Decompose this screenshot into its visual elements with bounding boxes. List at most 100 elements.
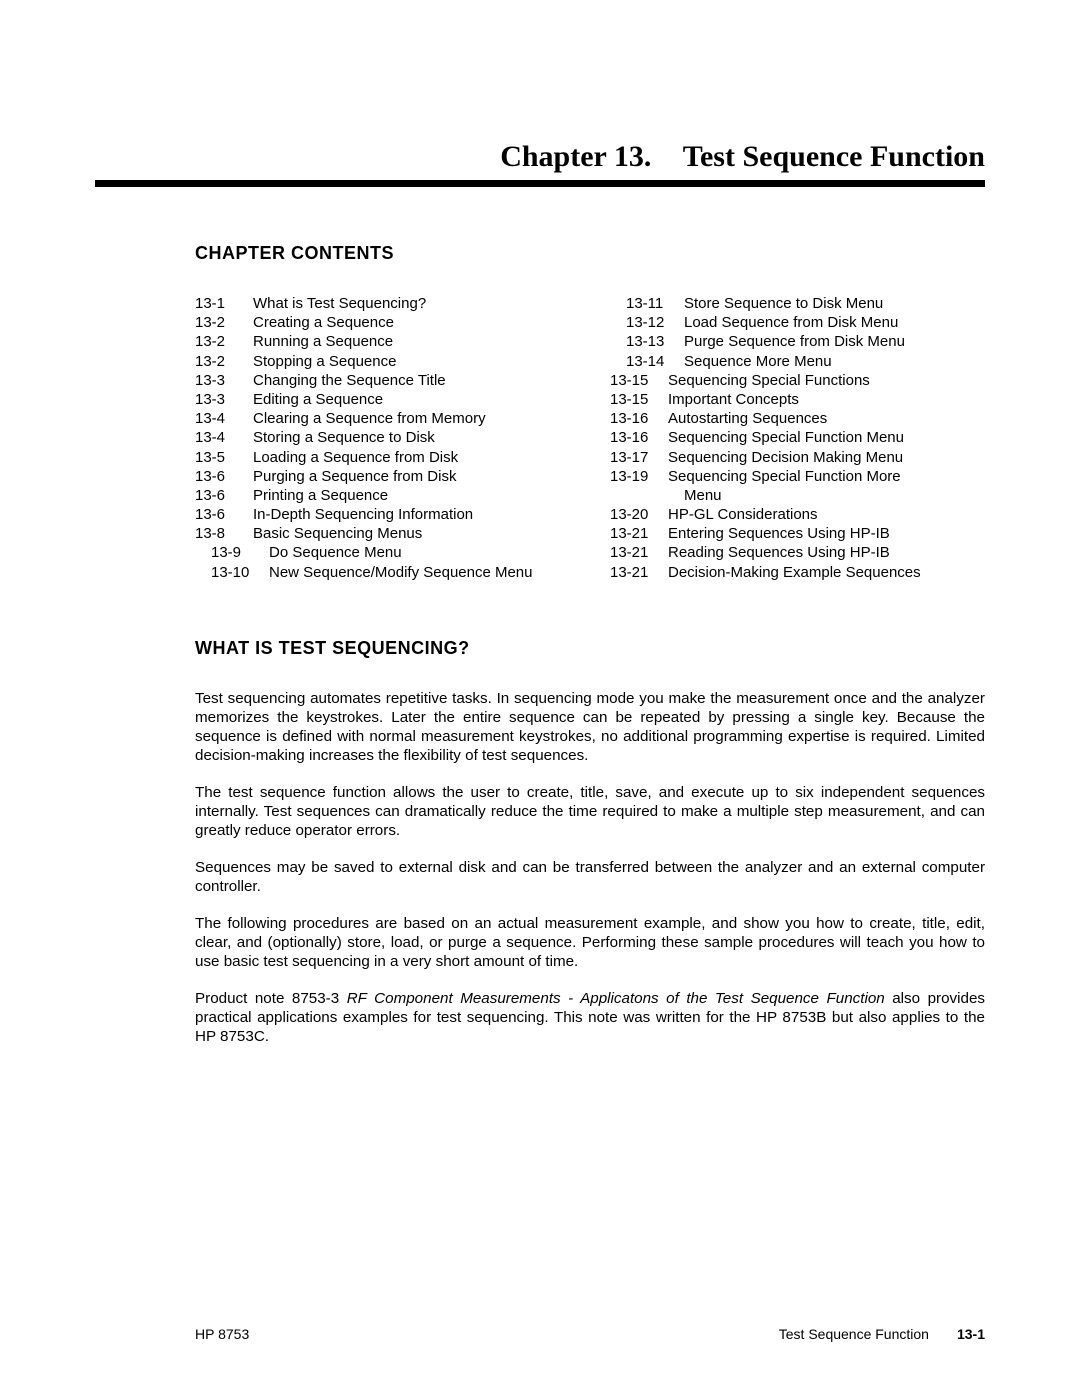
toc-page: [610, 486, 668, 505]
toc-row: 13-2Stopping a Sequence: [195, 352, 570, 371]
toc-page: 13-4: [195, 409, 253, 428]
toc-title: New Sequence/Modify Sequence Menu: [269, 563, 570, 582]
chapter-number: Chapter 13.: [500, 140, 651, 173]
toc-title: Creating a Sequence: [253, 313, 570, 332]
toc-title: Storing a Sequence to Disk: [253, 428, 570, 447]
chapter-spacer: [656, 140, 679, 173]
toc-row: 13-15Important Concepts: [610, 390, 985, 409]
footer-page-number: 13-1: [957, 1326, 985, 1342]
toc-row: 13-2Running a Sequence: [195, 332, 570, 351]
toc-column-right: 13-11Store Sequence to Disk Menu13-12Loa…: [610, 294, 985, 582]
toc-title: Purge Sequence from Disk Menu: [684, 332, 985, 351]
paragraph: Product note 8753-3 RF Component Measure…: [195, 989, 985, 1046]
toc-title: Sequencing Special Function Menu: [668, 428, 985, 447]
toc-page: 13-19: [610, 467, 668, 486]
toc-row: 13-5Loading a Sequence from Disk: [195, 448, 570, 467]
toc-page: 13-14: [610, 352, 684, 371]
toc-row: 13-2Creating a Sequence: [195, 313, 570, 332]
toc-row: 13-16Sequencing Special Function Menu: [610, 428, 985, 447]
paragraph: Test sequencing automates repetitive tas…: [195, 689, 985, 765]
footer-section: Test Sequence Function: [779, 1326, 929, 1342]
toc-page: 13-21: [610, 543, 668, 562]
toc-title: Stopping a Sequence: [253, 352, 570, 371]
toc-page: 13-12: [610, 313, 684, 332]
toc-page: 13-2: [195, 332, 253, 351]
toc-title: Do Sequence Menu: [269, 543, 570, 562]
toc-page: 13-15: [610, 390, 668, 409]
toc-title: Sequencing Special Function More: [668, 467, 985, 486]
toc-row: 13-3Editing a Sequence: [195, 390, 570, 409]
toc-title: Autostarting Sequences: [668, 409, 985, 428]
toc-column-left: 13-1What is Test Sequencing?13-2Creating…: [195, 294, 570, 582]
toc-page: 13-2: [195, 352, 253, 371]
toc-page: 13-15: [610, 371, 668, 390]
toc-title: Changing the Sequence Title: [253, 371, 570, 390]
chapter-title: Test Sequence Function: [683, 140, 985, 173]
toc-row: 13-16Autostarting Sequences: [610, 409, 985, 428]
toc-row: 13-4Clearing a Sequence from Memory: [195, 409, 570, 428]
toc-row: 13-20HP-GL Considerations: [610, 505, 985, 524]
contents-heading: CHAPTER CONTENTS: [195, 243, 985, 264]
toc-title: Store Sequence to Disk Menu: [684, 294, 985, 313]
toc-title: Printing a Sequence: [253, 486, 570, 505]
toc-row: 13-15Sequencing Special Functions: [610, 371, 985, 390]
toc-page: 13-20: [610, 505, 668, 524]
toc-row: 13-21Decision-Making Example Sequences: [610, 563, 985, 582]
page: Chapter 13. Test Sequence Function CHAPT…: [0, 0, 1080, 1400]
toc-page: 13-13: [610, 332, 684, 351]
toc-title: Loading a Sequence from Disk: [253, 448, 570, 467]
table-of-contents: 13-1What is Test Sequencing?13-2Creating…: [195, 294, 985, 582]
toc-row: 13-4Storing a Sequence to Disk: [195, 428, 570, 447]
toc-row: 13-8Basic Sequencing Menus: [195, 524, 570, 543]
toc-page: 13-16: [610, 428, 668, 447]
page-footer: HP 8753 Test Sequence Function 13-1: [95, 1326, 985, 1342]
toc-row: 13-21Reading Sequences Using HP-IB: [610, 543, 985, 562]
paragraph: The test sequence function allows the us…: [195, 783, 985, 840]
paragraph: The following procedures are based on an…: [195, 914, 985, 971]
toc-page: 13-21: [610, 524, 668, 543]
toc-title: What is Test Sequencing?: [253, 294, 570, 313]
paragraph: Sequences may be saved to external disk …: [195, 858, 985, 896]
toc-title: Decision-Making Example Sequences: [668, 563, 985, 582]
toc-page: 13-21: [610, 563, 668, 582]
toc-title: Sequencing Special Functions: [668, 371, 985, 390]
toc-row: 13-14Sequence More Menu: [610, 352, 985, 371]
toc-title: Purging a Sequence from Disk: [253, 467, 570, 486]
toc-page: 13-1: [195, 294, 253, 313]
footer-right: Test Sequence Function 13-1: [779, 1326, 985, 1342]
toc-page: 13-16: [610, 409, 668, 428]
toc-row: 13-6Printing a Sequence: [195, 486, 570, 505]
chapter-rule: [95, 180, 985, 187]
content-area: CHAPTER CONTENTS 13-1What is Test Sequen…: [95, 243, 985, 1046]
toc-row: 13-17Sequencing Decision Making Menu: [610, 448, 985, 467]
toc-title: Running a Sequence: [253, 332, 570, 351]
toc-page: 13-10: [195, 563, 269, 582]
toc-row: 13-1What is Test Sequencing?: [195, 294, 570, 313]
toc-row: 13-13Purge Sequence from Disk Menu: [610, 332, 985, 351]
paragraph-italic: RF Component Measurements - Applicatons …: [347, 990, 885, 1007]
body-text: Test sequencing automates repetitive tas…: [195, 689, 985, 1046]
toc-title: Load Sequence from Disk Menu: [684, 313, 985, 332]
toc-page: 13-17: [610, 448, 668, 467]
paragraph-text: Product note 8753-3: [195, 990, 347, 1007]
toc-title: Sequence More Menu: [684, 352, 985, 371]
toc-title: Sequencing Decision Making Menu: [668, 448, 985, 467]
toc-page: 13-3: [195, 390, 253, 409]
toc-page: 13-8: [195, 524, 253, 543]
toc-title: Important Concepts: [668, 390, 985, 409]
toc-page: 13-6: [195, 467, 253, 486]
toc-row: 13-21Entering Sequences Using HP-IB: [610, 524, 985, 543]
toc-title: In-Depth Sequencing Information: [253, 505, 570, 524]
toc-title: HP-GL Considerations: [668, 505, 985, 524]
toc-row: 13-6In-Depth Sequencing Information: [195, 505, 570, 524]
toc-page: 13-9: [195, 543, 269, 562]
toc-row: 13-19Sequencing Special Function More: [610, 467, 985, 486]
toc-page: 13-3: [195, 371, 253, 390]
chapter-title-block: Chapter 13. Test Sequence Function: [95, 140, 985, 174]
toc-row: 13-3Changing the Sequence Title: [195, 371, 570, 390]
what-is-heading: WHAT IS TEST SEQUENCING?: [195, 638, 985, 659]
toc-title: Menu: [668, 486, 985, 505]
toc-page: 13-6: [195, 486, 253, 505]
toc-title: Reading Sequences Using HP-IB: [668, 543, 985, 562]
toc-row: 13-9Do Sequence Menu: [195, 543, 570, 562]
